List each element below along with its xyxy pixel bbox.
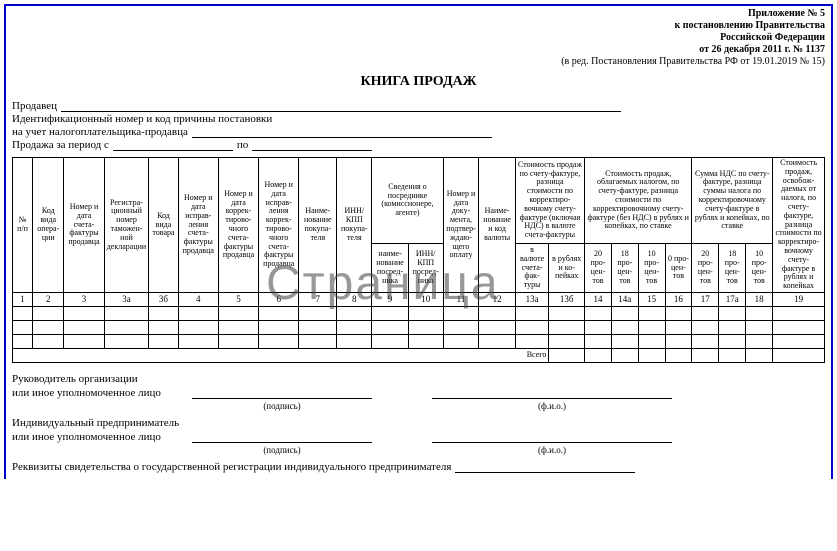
col-3b: Код вида товар­а [149, 158, 178, 293]
sig-line-rekv [455, 472, 635, 473]
col-18: 10 про­цен­тов [746, 243, 773, 292]
table-row [13, 320, 825, 334]
col-13b: в рублях и ко­пейках [549, 243, 585, 292]
col-11: Номер и дата доку­мента, под­твер­ждаю­щ… [443, 158, 479, 293]
col-group-17-18: Сумма НДС по счету-фактуре, разница сумм… [692, 158, 773, 244]
document-title: КНИГА ПРОДАЖ [12, 74, 825, 90]
page-container: Приложение № 5 к постановлению Правитель… [4, 4, 833, 479]
col-17a: 18 про­цен­тов [719, 243, 746, 292]
col-6: Номер и дата исправ­ления коррек­тирово­… [259, 158, 299, 293]
inn-label-2: на учет налогоплательщика-продавца [12, 126, 188, 138]
decree-line-1: к постановлению Правительства [12, 20, 825, 32]
column-number-row: 1 2 3 3а 3б 4 5 6 7 8 9 10 11 12 13а 13б… [13, 292, 825, 306]
inn-value [192, 137, 492, 138]
sig-cap-fio-2: (ф.и.о.) [432, 445, 672, 455]
col-7: Наиме­нование покупа­теля [299, 158, 337, 293]
sig-line-fio-2 [432, 442, 672, 443]
col-group-9-10: Сведения о посреднике (комиссионере, аге… [372, 158, 443, 244]
table-row [13, 334, 825, 348]
col-16: 0 про­цен­тов [665, 243, 692, 292]
col-4: Номер и дата исправ­ления счета-фактуры … [178, 158, 218, 293]
sig-head-1: Руководитель организации [12, 373, 138, 385]
sig-ip-1: Индивидуальный предприниматель [12, 417, 179, 429]
total-label: Всего [13, 348, 549, 362]
sig-ip-2: или иное уполномоченное лицо [12, 431, 192, 443]
sig-head-2: или иное уполномоченное лицо [12, 387, 192, 399]
col-group-13: Стоимость продаж по счету-фактуре, разни… [515, 158, 584, 244]
col-13a: в валюте счета-фак­туры [515, 243, 549, 292]
decree-line-2: Российской Федерации [12, 32, 825, 44]
sig-line-podpis-2 [192, 442, 372, 443]
appendix-line: Приложение № 5 [12, 8, 825, 20]
col-19: Стоимость продаж, освобож­даемых от нало… [773, 158, 825, 293]
sig-cap-podpis-2: (подпись) [192, 445, 372, 455]
period-label-to: по [237, 139, 248, 151]
sig-line-podpis-1 [192, 398, 372, 399]
decree-line-3: от 26 декабря 2011 г. № 1137 [12, 44, 825, 56]
seller-value [61, 111, 621, 112]
col-3: Номер и дата счета-фактуры продавц­а [64, 158, 104, 293]
table-row [13, 306, 825, 320]
period-from-value [113, 150, 233, 151]
signature-block: Руководитель организации или иное уполно… [12, 373, 825, 473]
sig-cap-podpis-1: (подпись) [192, 401, 372, 411]
header-right: Приложение № 5 к постановлению Правитель… [12, 8, 825, 68]
col-9: наиме­нование посред­ника [372, 243, 408, 292]
sig-rekv: Реквизиты свидетельства о государственно… [12, 461, 451, 473]
seller-label: Продавец [12, 100, 57, 112]
period-label-from: Продажа за период с [12, 139, 109, 151]
sig-line-fio-1 [432, 398, 672, 399]
col-12: Наиме­нование и код валюты [479, 158, 515, 293]
header-fields: Продавец Идентификационный номер и код п… [12, 100, 825, 151]
col-14a: 18 про­цен­тов [611, 243, 638, 292]
col-1: № п/п [13, 158, 33, 293]
col-15: 10 про­цен­тов [638, 243, 665, 292]
revision-line: (в ред. Постановления Правительства РФ о… [12, 56, 825, 68]
col-5: Номер и дата коррек­тирово­чного счета-ф… [218, 158, 258, 293]
col-8: ИНН/КПП покупа­теля [337, 158, 372, 293]
col-14: 20 про­цен­тов [585, 243, 612, 292]
col-2: Код вида опера­ции [33, 158, 64, 293]
col-group-14-16: Стоимость продаж, облагаемых налогом, по… [585, 158, 692, 244]
col-10: ИНН/КПП посред­ника [408, 243, 443, 292]
period-to-value [252, 150, 372, 151]
total-row: Всего [13, 348, 825, 362]
col-3a: Регистра­ционный номер таможен­ной декла… [104, 158, 149, 293]
sig-cap-fio-1: (ф.и.о.) [432, 401, 672, 411]
sales-table: № п/п Код вида опера­ции Номер и дата сч… [12, 157, 825, 363]
col-17: 20 про­цен­тов [692, 243, 719, 292]
inn-label-1: Идентификационный номер и код причины по… [12, 113, 272, 125]
